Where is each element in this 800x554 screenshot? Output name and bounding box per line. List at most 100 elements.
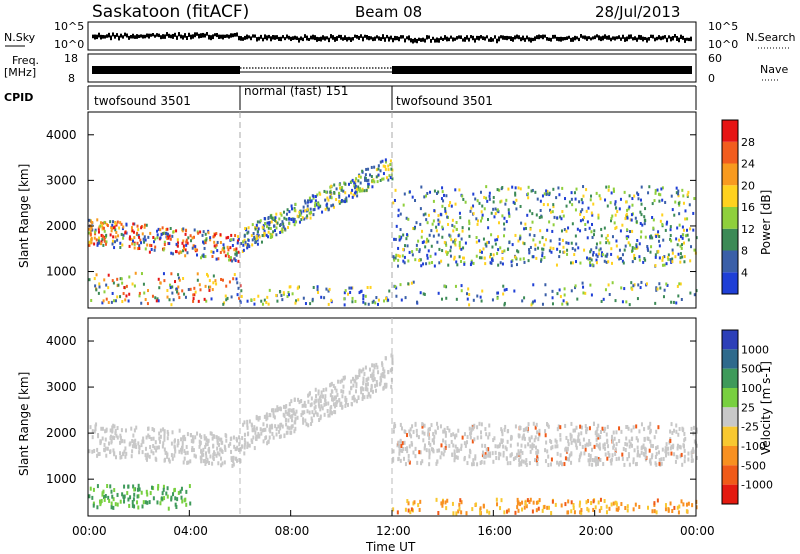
power-cell [564,197,567,201]
velocity-cell [524,460,527,465]
power-cell [351,296,354,300]
power-cell [99,221,102,225]
velocity-cell [334,386,337,391]
velocity-cell [167,506,170,511]
velocity-cell [613,436,616,441]
power-cell [639,221,642,225]
power-cell [511,243,514,247]
power-cell [465,292,468,296]
power-cell [119,245,122,249]
velocity-cell [170,453,173,458]
power-cell [683,255,686,259]
velocity-cell [294,417,297,422]
power-cell [360,189,363,193]
velocity-cell [144,453,147,458]
power-cell [501,185,504,189]
velocity-cell [370,385,373,390]
velocity-cell [325,387,328,392]
power-cell [577,246,580,250]
noise-point [482,36,484,41]
power-cell [678,282,681,286]
power-cell [189,234,192,238]
noise-point [438,38,440,43]
power-cell [276,299,279,303]
power-cell [314,201,317,205]
power-cell [591,235,594,239]
velocity-cell [193,453,196,458]
power-cell [671,248,674,252]
noise-point [120,33,122,38]
velocity-cell [527,442,530,447]
velocity-cell [436,459,439,464]
power-cell [228,258,231,262]
power-cell [470,206,473,210]
power-cell [496,238,499,242]
velocity-cell [612,430,615,435]
power-cell [90,225,93,229]
power-cell [166,237,169,241]
power-cell [528,209,531,213]
power-cell [424,194,427,198]
velocity-cell [260,431,263,436]
power-cell [531,212,534,216]
power-cell [614,206,617,210]
velocity-cell [277,424,280,429]
power-cell [395,253,398,257]
power-cell [571,203,574,207]
velocity-cell [484,452,487,457]
velocity-cell [457,448,460,453]
velocity-cell [278,429,281,434]
power-cell [175,229,178,233]
power-cell [283,227,286,231]
power-cell [211,255,214,259]
power-cell [187,236,190,240]
power-cell [614,213,617,217]
velocity-cell [577,432,580,437]
velocity-cell [503,510,506,515]
velocity-cell [504,445,507,450]
noise-point [648,37,650,41]
velocity-cell [524,427,527,432]
velocity-cell [536,448,539,453]
velocity-cell [186,450,189,455]
power-cell [628,230,631,234]
velocity-cell [675,429,678,434]
power-cell [159,228,162,232]
velocity-cell [174,438,177,443]
power-cell [497,235,500,239]
velocity-cell [168,459,171,464]
noise-point [306,35,308,41]
velocity-cell [570,434,573,439]
power-cell [551,296,554,300]
velocity-cell [506,509,509,514]
power-cell [457,234,460,238]
power-cell [443,284,446,288]
noise-point [434,38,436,43]
power-cell [627,241,630,245]
power-cell [227,248,230,252]
velocity-cell [468,454,471,459]
power-cell [105,240,108,244]
velocity-cell [537,437,540,442]
velocity-cell [502,450,505,455]
power-cell [640,185,643,189]
velocity-cell [635,436,638,441]
power-cell [241,249,244,253]
noise-panel-frame [87,21,697,51]
velocity-cell [257,434,260,439]
velocity-cell [327,413,330,418]
power-cell [533,299,536,303]
noise-point [376,35,378,39]
power-cell [384,158,387,162]
velocity-cell [435,497,438,502]
noise-point [96,34,98,40]
velocity-cell [408,460,411,465]
velocity-cell [664,453,667,458]
noise-point [490,37,492,42]
velocity-cell [458,507,461,512]
power-cell [325,190,328,194]
power-cell [312,208,315,212]
power-cell [157,227,160,231]
noise-point [386,34,388,39]
velocity-cell [371,389,374,394]
